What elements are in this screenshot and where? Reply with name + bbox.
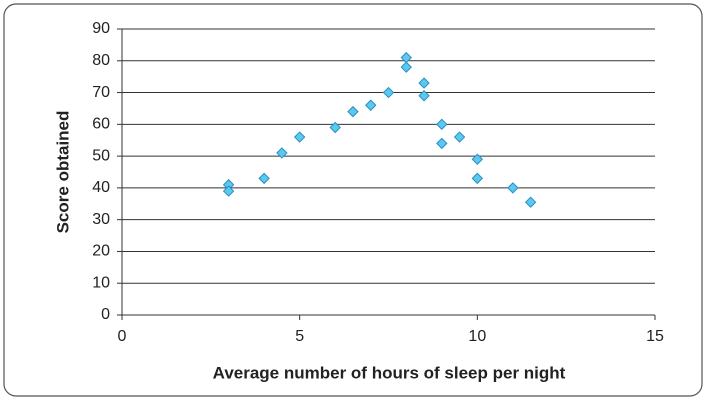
y-tick-label: 40 (92, 179, 110, 196)
y-tick-label: 60 (92, 116, 110, 133)
y-tick-label: 80 (92, 52, 110, 69)
y-axis-title: Score obtained (53, 111, 72, 234)
y-tick-label: 30 (92, 211, 110, 228)
x-tick-label: 15 (646, 328, 664, 345)
x-tick-label: 5 (295, 328, 304, 345)
x-tick-label: 10 (468, 328, 486, 345)
y-tick-label: 20 (92, 243, 110, 260)
y-tick-label: 0 (101, 306, 110, 323)
y-tick-label: 70 (92, 84, 110, 101)
y-tick-label: 90 (92, 20, 110, 37)
y-tick-label: 50 (92, 147, 110, 164)
x-axis-title: Average number of hours of sleep per nig… (213, 363, 566, 382)
chart: Average number of hours of sleep per nig… (0, 0, 706, 400)
page: Average number of hours of sleep per nig… (0, 0, 706, 400)
x-tick-label: 0 (118, 328, 127, 345)
y-tick-label: 10 (92, 274, 110, 291)
